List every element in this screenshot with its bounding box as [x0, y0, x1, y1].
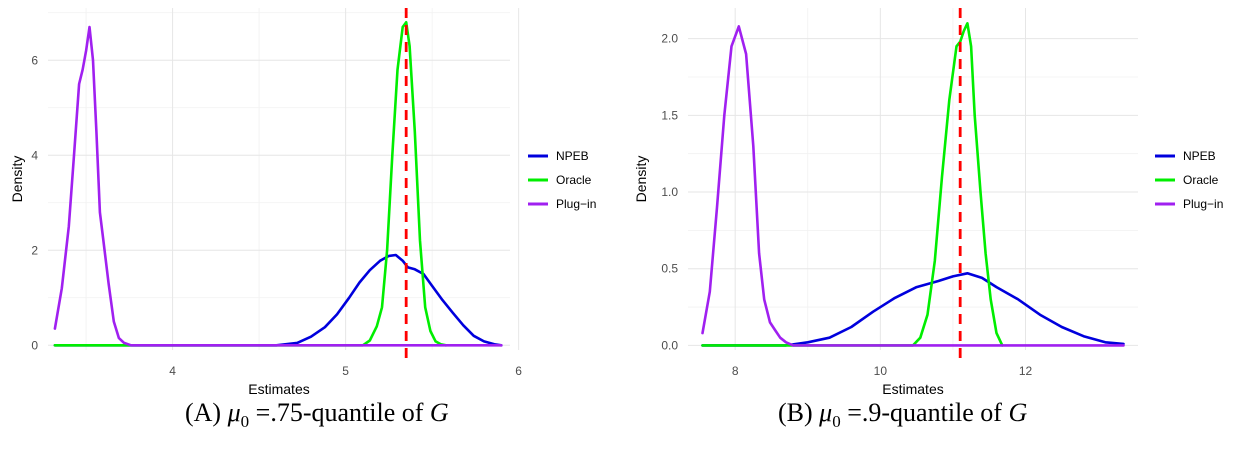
x-tick-label: 4	[169, 364, 176, 378]
x-tick-label: 5	[342, 364, 349, 378]
legend-label-oracle: Oracle	[556, 173, 592, 187]
chart-a: 4 5 6 0 2 4 6 Estimates Density NPEB Oracle Plug−in	[9, 8, 596, 395]
x-tick-label: 12	[1019, 364, 1033, 378]
legend-label-plugin: Plug−in	[1183, 197, 1223, 211]
series-line-plugin	[53, 25, 503, 347]
x-tick-label: 6	[515, 364, 522, 378]
y-tick-label: 0.5	[661, 262, 678, 276]
series-line-npeb	[53, 253, 503, 347]
x-tick-label: 10	[874, 364, 888, 378]
legend-label-npeb: NPEB	[556, 149, 589, 163]
y-axis-title: Density	[633, 156, 649, 203]
y-tick-label: 6	[31, 53, 38, 67]
series-line-npeb	[701, 271, 1125, 347]
chart-b: 8 10 12 0.0 0.5 1.0 1.5 2.0 Estimates Density NPEB…	[633, 8, 1223, 395]
legend-label-plugin: Plug−in	[556, 197, 596, 211]
y-tick-label: 4	[31, 148, 38, 162]
caption-b: (B) μ0 =.9-quantile of G	[778, 398, 1028, 432]
y-tick-label: 0	[31, 338, 38, 352]
series-line-plugin	[701, 25, 1125, 347]
legend-label-oracle: Oracle	[1183, 173, 1219, 187]
caption-a: (A) μ0 =.75-quantile of G	[185, 398, 449, 432]
x-axis-title: Estimates	[248, 381, 309, 395]
legend-label-npeb: NPEB	[1183, 149, 1216, 163]
y-tick-label: 1.5	[661, 108, 678, 122]
series-line-oracle	[701, 21, 1004, 347]
x-axis-title: Estimates	[882, 381, 943, 395]
x-tick-label: 8	[732, 364, 739, 378]
y-axis-title: Density	[9, 156, 25, 203]
series-line-oracle	[53, 20, 448, 347]
y-tick-label: 2	[31, 243, 38, 257]
y-tick-label: 1.0	[661, 185, 678, 199]
y-tick-label: 0.0	[661, 338, 678, 352]
y-tick-label: 2.0	[661, 32, 678, 46]
